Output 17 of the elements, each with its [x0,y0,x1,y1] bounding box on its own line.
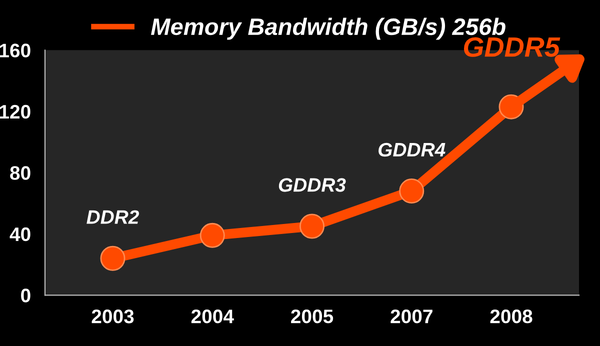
x-tick-label: 2007 [390,310,432,324]
x-tick-label: 2005 [291,310,334,324]
x-tick-label: 2003 [92,310,134,324]
y-tick-label: 80 [10,166,30,180]
point [100,246,126,271]
point [300,214,324,239]
y-tick-label: 0 [21,288,30,302]
annotation: GDDR3 [278,178,346,192]
y-tick-label: 40 [10,227,30,242]
y-tick-label: 160 [0,44,30,58]
x-tick-label: 2004 [191,310,234,324]
point [200,222,225,248]
y-tick-label: 120 [0,104,30,119]
annotation: DDR2 [86,210,140,224]
point [399,178,424,204]
x-tick-label: 2008 [490,310,532,324]
annotation: GDDR4 [378,142,446,157]
